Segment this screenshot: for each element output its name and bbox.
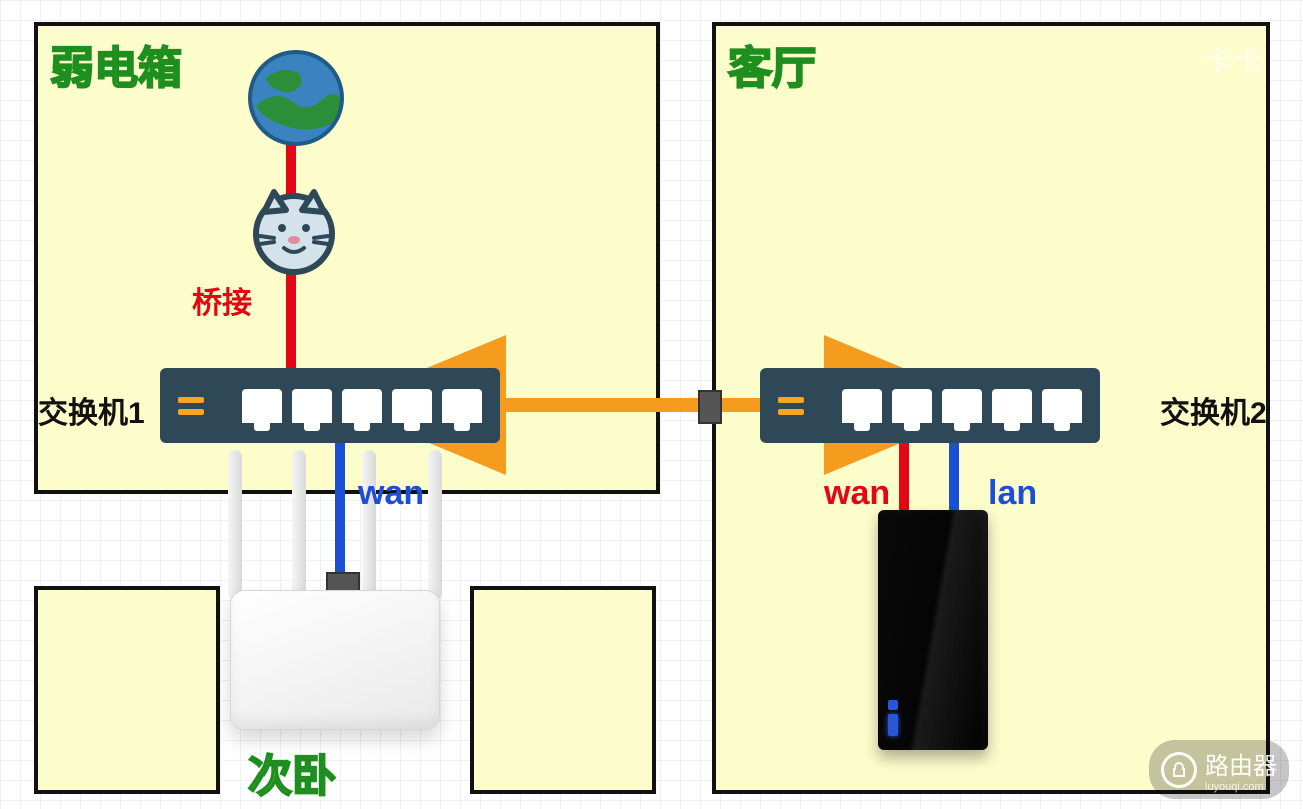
label-wan-left: wan <box>358 474 424 513</box>
watermark-top-right: 卡卡 <box>1203 36 1263 80</box>
switch-port <box>442 389 482 423</box>
switch-port <box>892 389 932 423</box>
switch-port <box>842 389 882 423</box>
switch-port <box>942 389 982 423</box>
switch-2-leds <box>778 397 804 415</box>
switch-1-leds <box>178 397 204 415</box>
switch-port <box>242 389 282 423</box>
switch-port <box>1042 389 1082 423</box>
watermark-bottom-right: 路由器 luyouqi.com <box>1149 740 1289 799</box>
watermark-text: 路由器 <box>1205 746 1277 781</box>
switch-1 <box>160 368 500 443</box>
switch-1-label: 交换机1 <box>38 388 145 432</box>
label-secondary-bedroom: 次卧 <box>248 740 336 804</box>
switch-2-ports <box>822 389 1082 423</box>
label-lan-right: lan <box>988 474 1037 513</box>
switch-port <box>992 389 1032 423</box>
lock-icon <box>1161 752 1197 788</box>
modem-cat-icon <box>246 182 342 283</box>
router-white <box>230 590 440 730</box>
label-wan-right: wan <box>824 474 890 513</box>
router-black <box>878 510 988 750</box>
room-living-title: 客厅 <box>728 32 816 96</box>
label-bridge: 桥接 <box>192 278 252 322</box>
switch-2 <box>760 368 1100 443</box>
globe-icon <box>246 48 346 153</box>
room-small-right <box>470 586 656 794</box>
room-weak-box-title: 弱电箱 <box>50 32 182 96</box>
switch-port <box>392 389 432 423</box>
diagram-canvas: 弱电箱 客厅 <box>0 0 1303 809</box>
switch-2-label: 交换机2 <box>1160 388 1267 432</box>
switch-port <box>292 389 332 423</box>
watermark-sub: luyouqi.com <box>1205 781 1277 793</box>
room-small-left <box>34 586 220 794</box>
switch-1-ports <box>222 389 482 423</box>
wall-pass-1 <box>698 390 722 424</box>
switch-port <box>342 389 382 423</box>
